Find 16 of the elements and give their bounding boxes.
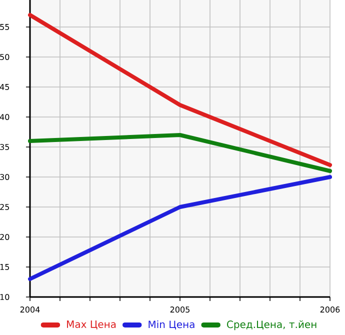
x-tick-label: 2006 bbox=[320, 306, 340, 313]
x-tick-label: 2004 bbox=[20, 306, 40, 313]
legend-label: Max Цена bbox=[67, 320, 116, 330]
legend-label: Min Цена bbox=[148, 320, 194, 330]
y-tick-label: 45 bbox=[0, 84, 10, 90]
y-tick-label: 25 bbox=[0, 204, 10, 210]
y-tick-label: 50 bbox=[0, 54, 10, 60]
legend-label: Сред.Цена, т.йен bbox=[227, 320, 316, 330]
y-tick-label: 10 bbox=[0, 294, 10, 300]
y-tick-label: 30 bbox=[0, 174, 10, 180]
y-tick-label: 20 bbox=[0, 234, 10, 240]
y-tick-label: 35 bbox=[0, 144, 10, 150]
y-tick-label: 55 bbox=[0, 24, 10, 30]
y-tick-label: 15 bbox=[0, 264, 10, 270]
x-tick-label: 2005 bbox=[170, 306, 190, 313]
y-tick-label: 40 bbox=[0, 114, 10, 120]
